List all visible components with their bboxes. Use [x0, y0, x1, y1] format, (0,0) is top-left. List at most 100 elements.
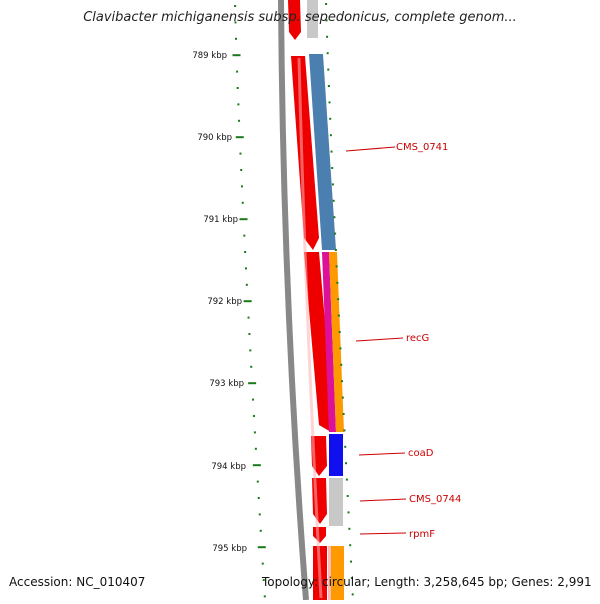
minor-tick: [345, 478, 348, 481]
minor-tick: [325, 3, 328, 5]
minor-tick: [331, 183, 334, 186]
tick-label-789: 789 kbp: [192, 51, 227, 61]
major-tick: [243, 300, 252, 303]
tick-label-792: 792 kbp: [207, 297, 242, 307]
minor-tick: [333, 216, 336, 219]
minor-tick: [247, 316, 250, 319]
minor-tick: [350, 560, 353, 563]
topology-stats: Topology: circular; Length: 3,258,645 bp…: [262, 575, 592, 589]
minor-tick: [351, 593, 354, 596]
gene-recg-magenta: [322, 252, 336, 432]
minor-tick: [325, 19, 328, 22]
major-tick: [252, 464, 261, 467]
minor-tick: [263, 595, 266, 598]
minor-tick: [236, 87, 239, 89]
cds-arrow-1: [291, 56, 319, 250]
minor-tick: [240, 185, 243, 188]
minor-tick: [250, 365, 253, 368]
minor-tick: [234, 5, 237, 7]
right-tick-marks: [325, 3, 354, 596]
minor-tick: [243, 234, 246, 237]
minor-tick: [248, 333, 251, 335]
grey-feature-top: [307, 0, 318, 38]
gene-label-recg: recG: [406, 333, 429, 344]
minor-tick: [329, 134, 332, 137]
minor-tick: [337, 298, 340, 301]
minor-tick: [330, 150, 333, 153]
minor-tick: [257, 497, 260, 499]
minor-tick: [331, 167, 334, 169]
minor-tick: [256, 480, 259, 483]
minor-tick: [238, 119, 241, 122]
minor-tick: [335, 265, 338, 268]
callout-line-recg: [355, 337, 404, 342]
accession-text: Accession: NC_010407: [9, 575, 146, 589]
minor-tick: [253, 431, 256, 434]
minor-tick: [237, 103, 240, 106]
minor-tick: [244, 251, 247, 253]
callout-line-coad: [358, 452, 406, 456]
minor-tick: [329, 117, 332, 120]
left-tick-marks: [232, 5, 266, 598]
gene-cms0741: [309, 54, 336, 250]
minor-tick: [343, 429, 346, 432]
minor-tick: [262, 579, 265, 581]
callout-line-cms0744: [359, 498, 407, 502]
major-tick: [239, 218, 248, 221]
minor-tick: [252, 398, 255, 401]
gene-bottom-orange: [331, 546, 344, 600]
minor-tick: [249, 349, 252, 352]
callout-line-cms0741: [345, 146, 396, 152]
gene-label-rpmf: rpmF: [409, 529, 435, 540]
gene-label-coad: coaD: [408, 448, 434, 459]
tick-label-791: 791 kbp: [203, 215, 238, 225]
minor-tick: [236, 70, 239, 73]
minor-tick: [327, 85, 330, 87]
cds-arrow-5: [313, 527, 326, 543]
minor-tick: [334, 249, 337, 251]
minor-tick: [240, 169, 243, 171]
tick-label-794: 794 kbp: [211, 462, 246, 472]
major-tick: [232, 54, 241, 57]
cds-arrow-top: [288, 0, 301, 40]
major-tick: [235, 136, 244, 139]
callout-line-rpmf: [359, 532, 407, 535]
minor-tick: [345, 462, 348, 465]
tick-label-795: 795 kbp: [212, 544, 247, 554]
major-tick: [248, 382, 257, 385]
minor-tick: [244, 267, 247, 270]
gene-recg-orange: [329, 252, 344, 432]
cds-arrow-2: [304, 252, 334, 432]
minor-tick: [327, 68, 330, 71]
minor-tick: [341, 396, 344, 399]
minor-tick: [350, 577, 353, 579]
gene-label-cms0741: CMS_0741: [396, 142, 448, 153]
tick-label-793: 793 kbp: [209, 379, 244, 389]
minor-tick: [328, 101, 331, 104]
major-tick: [257, 546, 266, 549]
minor-tick: [338, 331, 341, 333]
minor-tick: [339, 347, 342, 350]
minor-tick: [258, 513, 261, 516]
gene-coad: [329, 434, 343, 476]
tick-label-790: 790 kbp: [197, 133, 232, 143]
minor-tick: [254, 447, 257, 450]
minor-tick: [344, 445, 347, 448]
minor-tick: [347, 511, 350, 514]
minor-tick: [336, 281, 339, 284]
minor-tick: [234, 37, 237, 40]
minor-tick: [261, 562, 264, 565]
backbone-arc: [278, 0, 309, 601]
minor-tick: [234, 21, 237, 24]
minor-tick: [326, 35, 329, 38]
minor-tick: [342, 413, 345, 415]
minor-tick: [332, 199, 335, 202]
minor-tick: [245, 283, 248, 286]
gene-cms0744: [329, 478, 343, 526]
minor-tick: [241, 201, 244, 204]
minor-tick: [346, 495, 349, 497]
minor-tick: [337, 314, 340, 317]
minor-tick: [326, 52, 329, 55]
minor-tick: [252, 415, 255, 417]
